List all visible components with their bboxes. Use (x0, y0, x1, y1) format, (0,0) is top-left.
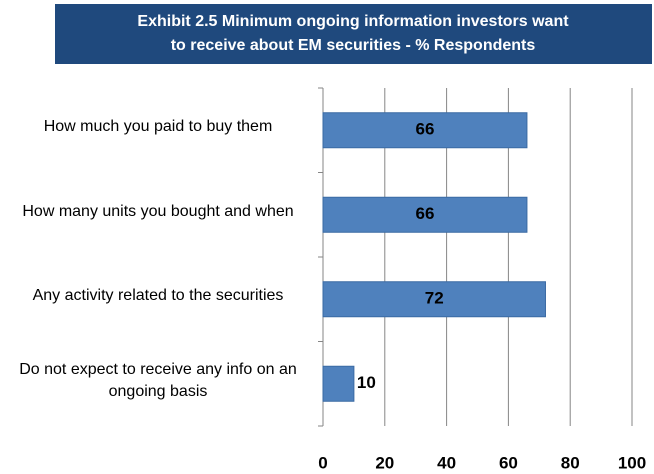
y-tick-label: How many units you bought and when (22, 202, 294, 220)
data-label: 66 (416, 120, 435, 139)
data-label: 72 (425, 289, 444, 308)
bar (322, 281, 546, 318)
bar (322, 365, 355, 402)
y-tick-label: Any activity related to the securities (32, 287, 284, 305)
data-label: 66 (416, 204, 435, 223)
x-tick-label: 0 (318, 453, 327, 472)
bar (322, 112, 528, 149)
title-box (55, 4, 652, 64)
chart-title: to receive about EM securities - % Respo… (171, 37, 536, 54)
chart-title: Exhibit 2.5 Minimum ongoing information … (137, 13, 569, 30)
x-tick-label: 60 (499, 453, 518, 472)
x-tick-label: 80 (561, 453, 580, 472)
x-tick-label: 100 (618, 453, 646, 472)
y-tick-label: Do not expect to receive any info on an … (19, 360, 297, 400)
y-tick-label: How much you paid to buy them (43, 118, 273, 136)
data-label: 10 (357, 373, 376, 392)
x-tick-label: 20 (375, 453, 394, 472)
x-tick-label: 40 (437, 453, 456, 472)
bar (322, 196, 528, 233)
